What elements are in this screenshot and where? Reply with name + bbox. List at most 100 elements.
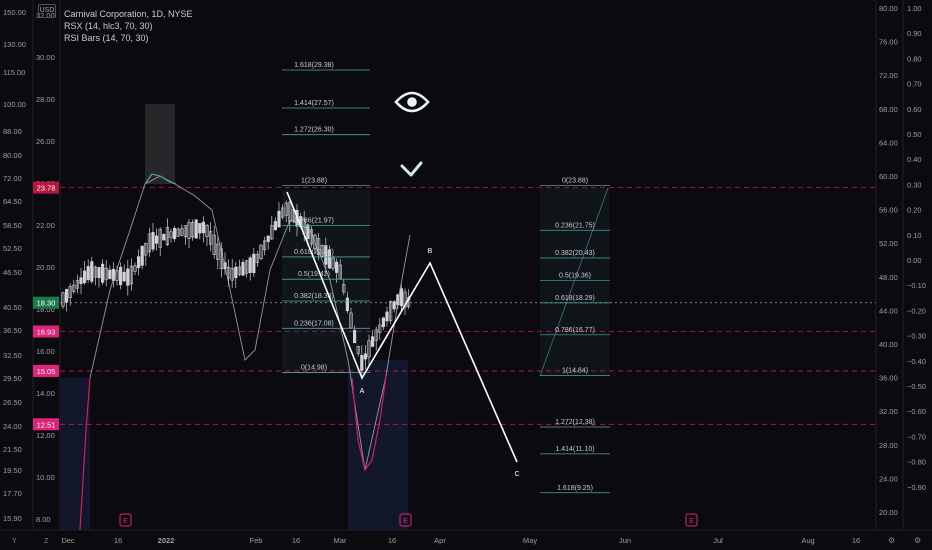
candle-body: [378, 324, 382, 333]
rsx-oversold-mar: [351, 375, 387, 472]
right-inner-tick: 28.00: [879, 441, 898, 450]
event-marker-2[interactable]: E: [399, 513, 412, 527]
settings-gear-icon-2[interactable]: ⚙: [914, 536, 921, 545]
price-badge: [33, 325, 59, 338]
candle-body: [97, 267, 101, 279]
candle-body: [356, 346, 360, 354]
rsi-zone-jan: [145, 104, 175, 184]
left-outer-tick: 130.00: [3, 40, 26, 49]
right-inner-axis: 80.00 76.00 72.00 68.00 64.00 60.00 56.00 52.00…: [879, 4, 898, 517]
candle-body: [270, 225, 274, 240]
legend-indicator-rsx[interactable]: RSX (14, hlc3, 70, 30): [64, 21, 153, 31]
left-outer-tick: 150.00: [3, 8, 26, 17]
currency-badge[interactable]: USD: [38, 4, 56, 18]
left-inner-tick: 14.00: [36, 389, 55, 398]
candle-body: [255, 254, 260, 263]
right-outer-tick: −0.40: [907, 357, 926, 366]
candle-body: [363, 353, 368, 360]
fib-left-label: 0.236(17.08): [294, 320, 334, 327]
eye-icon[interactable]: [394, 91, 430, 113]
candle-body: [155, 235, 159, 244]
candle-body: [313, 234, 317, 249]
right-outer-tick: −0.30: [907, 332, 926, 341]
candle-body: [399, 288, 404, 307]
candle-body: [162, 233, 166, 241]
right-inner-tick: 36.00: [879, 374, 898, 383]
left-inner-tick: 18.00: [36, 305, 55, 314]
left-outer-tick: 32.50: [3, 351, 22, 360]
fib-right-diagonal: [539, 187, 609, 377]
right-outer-tick: −0.20: [907, 306, 926, 315]
pattern-label-b: B: [428, 248, 433, 255]
candle-body: [126, 268, 130, 286]
candle-body: [194, 219, 198, 239]
rsx-overbought-jan: [144, 173, 177, 185]
fib-right-label: 0.618(18.29): [555, 295, 595, 302]
candle-body: [165, 226, 170, 245]
right-outer-tick: −0.90: [907, 483, 926, 492]
axis-letter-z[interactable]: Z: [44, 538, 49, 545]
price-badge-label: 18.30: [37, 299, 56, 308]
legend-symbol[interactable]: Carnival Corporation, 1D, NYSE: [64, 9, 193, 19]
x-tick: Feb: [250, 536, 263, 545]
left-outer-tick: 58.50: [3, 221, 22, 230]
candle-body: [273, 221, 278, 231]
left-outer-tick: 100.00: [3, 100, 26, 109]
candle-body: [252, 253, 256, 274]
candle-body: [248, 257, 252, 273]
candle-body: [320, 245, 324, 257]
right-outer-tick: 0.60: [907, 105, 922, 114]
candle-body: [119, 266, 123, 286]
rsi-zone-mar: [348, 360, 408, 530]
pattern-label-a: A: [360, 388, 365, 395]
candle-body: [133, 265, 137, 272]
candle-body: [370, 336, 375, 347]
price-badge: [33, 418, 59, 431]
chevron-down-icon[interactable]: [400, 161, 423, 177]
x-tick: May: [523, 536, 537, 545]
candle-body: [230, 268, 234, 281]
time-axis: Dec 16 2022 Feb 16 Mar 16 Apr May Jun Jul Aug 16: [61, 536, 860, 545]
fib-right-label: 1.272(12.38): [555, 419, 595, 426]
candle-body: [187, 222, 191, 239]
fib-right-label: 0.382(20.43): [555, 250, 595, 257]
candle-body: [176, 228, 180, 237]
candle-body: [205, 224, 209, 237]
left-inner-tick: 30.00: [36, 53, 55, 62]
candle-body: [367, 340, 371, 358]
right-outer-tick: −0.60: [907, 407, 926, 416]
candle-body: [101, 263, 105, 283]
legend: Carnival Corporation, 1D, NYSE RSX (14, …: [64, 8, 193, 44]
event-marker-1[interactable]: E: [119, 513, 132, 527]
left-outer-tick: 80.00: [3, 151, 22, 160]
fib-left-label: 0.618(20.48): [294, 249, 334, 256]
abc-pattern-line: [286, 191, 518, 463]
fib-right-label: 0.5(19.36): [559, 272, 591, 279]
right-inner-tick: 60.00: [879, 172, 898, 181]
left-outer-tick: 19.50: [3, 466, 22, 475]
axis-letter-y[interactable]: Y: [12, 538, 17, 545]
left-outer-tick: 40.50: [3, 303, 22, 312]
candle-body: [115, 270, 119, 281]
candle-body: [392, 301, 396, 310]
candle-body: [65, 289, 69, 303]
candle-body: [183, 225, 188, 238]
right-outer-tick: 0.90: [907, 29, 922, 38]
candle-body: [388, 301, 393, 321]
legend-indicator-rsi-bars[interactable]: RSI Bars (14, 70, 30): [64, 33, 149, 43]
x-tick: 16: [388, 536, 396, 545]
fib-left-label: 0.5(19.42): [298, 271, 330, 278]
event-marker-3[interactable]: E: [685, 513, 698, 527]
candle-body: [277, 210, 281, 228]
x-tick: Apr: [434, 536, 446, 545]
fib-left-label: 1(23.88): [301, 178, 327, 185]
settings-gear-icon[interactable]: ⚙: [888, 536, 895, 545]
right-inner-tick: 56.00: [879, 206, 898, 215]
price-badge-label: 12.51: [37, 420, 56, 429]
right-outer-tick: 0.50: [907, 130, 922, 139]
candle-body: [61, 292, 65, 307]
candle-body: [108, 269, 112, 279]
right-inner-tick: 20.00: [879, 508, 898, 517]
right-outer-tick: 0.20: [907, 206, 922, 215]
right-outer-tick: 0.80: [907, 54, 922, 63]
